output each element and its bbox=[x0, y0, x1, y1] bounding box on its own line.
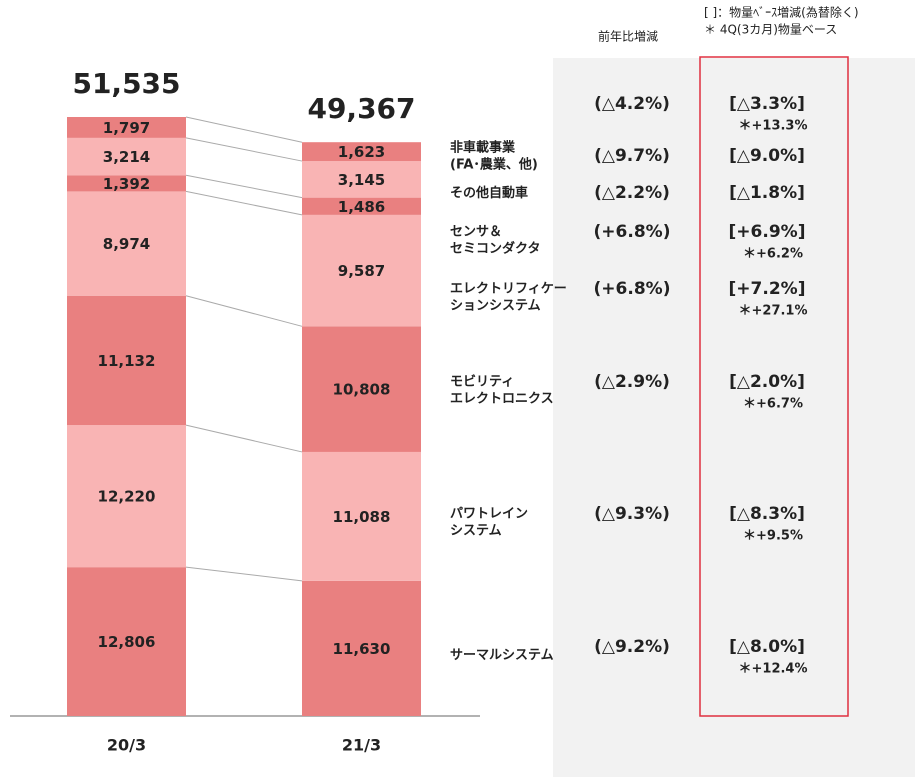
q4-note: ＊+6.2% bbox=[743, 247, 803, 262]
segment-name-line: センサ＆ bbox=[450, 224, 502, 239]
volume-change: [△2.0%] bbox=[729, 372, 805, 392]
connector bbox=[185, 566, 303, 582]
bar-segment bbox=[67, 137, 186, 176]
volume-change: [△8.3%] bbox=[729, 504, 805, 524]
bar-segment bbox=[67, 117, 186, 138]
segment-name: エレクトリフィケーションシステム bbox=[450, 281, 567, 313]
segment-label: 8,974 bbox=[103, 235, 150, 253]
segment-name: モビリティエレクトロニクス bbox=[450, 373, 554, 406]
bar-segment bbox=[67, 175, 186, 192]
segment-label: 12,220 bbox=[98, 488, 156, 506]
x-tick-label: 21/3 bbox=[342, 736, 381, 755]
volume-change: [+6.9%] bbox=[729, 222, 806, 242]
segment-name: その他自動車 bbox=[450, 185, 528, 201]
highlight-box bbox=[699, 56, 849, 717]
segment-name-line: エレクトリフィケー bbox=[450, 281, 567, 296]
bar-segment bbox=[67, 191, 186, 296]
segment-label: 1,392 bbox=[103, 175, 150, 193]
segment-name: 非車載事業(FA･農業、他) bbox=[450, 139, 538, 172]
segment-label: 1,486 bbox=[338, 198, 385, 216]
yoy-change: (△4.2%) bbox=[594, 94, 670, 114]
connector bbox=[185, 174, 303, 199]
segment-label: 11,630 bbox=[333, 640, 391, 658]
bar-segment bbox=[302, 214, 421, 327]
connector bbox=[185, 137, 303, 162]
segment-name-line: パワトレイン bbox=[450, 506, 528, 521]
segment-label: 12,806 bbox=[98, 633, 156, 651]
connector bbox=[185, 424, 303, 453]
header-note: ＊ 4Q(3カ月)物量ベース bbox=[704, 23, 837, 37]
bar-segment bbox=[302, 142, 421, 162]
segment-label: 10,808 bbox=[333, 381, 391, 399]
segment-label: 11,088 bbox=[333, 508, 391, 526]
yoy-change: (△9.2%) bbox=[594, 637, 670, 657]
volume-change: [△9.0%] bbox=[729, 146, 805, 166]
total-label: 51,535 bbox=[72, 67, 180, 100]
segment-label: 9,587 bbox=[338, 262, 385, 280]
segment-name-line: サーマルシステム bbox=[450, 648, 554, 663]
bar-segment bbox=[67, 425, 186, 568]
bar-segment bbox=[302, 197, 421, 215]
segment-name-line: セミコンダクタ bbox=[450, 240, 540, 256]
volume-change: [△1.8%] bbox=[729, 183, 805, 203]
segment-name-line: モビリティ bbox=[450, 373, 514, 389]
q4-note: ＊+9.5% bbox=[743, 529, 803, 544]
yoy-change: (△2.9%) bbox=[594, 372, 670, 392]
yoy-change: (△9.3%) bbox=[594, 504, 670, 524]
q4-note: ＊+6.7% bbox=[743, 397, 803, 412]
header-yoy: 前年比増減 bbox=[598, 29, 658, 44]
connector bbox=[185, 295, 303, 327]
q4-note: ＊+27.1% bbox=[739, 304, 808, 319]
segment-name-line: エレクトロニクス bbox=[450, 391, 554, 406]
segment-name-line: システム bbox=[450, 523, 502, 538]
connector bbox=[185, 116, 303, 143]
bar-segment bbox=[67, 567, 186, 716]
volume-change: [+7.2%] bbox=[729, 279, 806, 299]
segment-label: 11,132 bbox=[98, 352, 156, 370]
segment-name: センサ＆セミコンダクタ bbox=[450, 224, 540, 256]
q4-note: ＊+13.3% bbox=[739, 119, 808, 134]
segment-label: 1,623 bbox=[338, 143, 385, 161]
segment-name: パワトレインシステム bbox=[450, 506, 528, 538]
segment-label: 1,797 bbox=[103, 119, 150, 137]
panel bbox=[553, 58, 915, 777]
volume-change: [△8.0%] bbox=[729, 637, 805, 657]
connector bbox=[185, 190, 303, 216]
bar-segment bbox=[67, 295, 186, 426]
segment-name-line: ションシステム bbox=[450, 298, 541, 313]
q4-note: ＊+12.4% bbox=[739, 662, 808, 677]
bar-segment bbox=[302, 451, 421, 581]
yoy-change: (△2.2%) bbox=[594, 183, 670, 203]
segment-name-line: その他自動車 bbox=[450, 185, 528, 201]
segment-label: 3,145 bbox=[338, 171, 385, 189]
header-volume: [ ]：物量ﾍﾞｰｽ増減(為替除く) bbox=[704, 5, 859, 20]
bar-segment bbox=[302, 326, 421, 452]
x-tick-label: 20/3 bbox=[107, 736, 146, 755]
bar-segment bbox=[302, 161, 421, 198]
yoy-change: (+6.8%) bbox=[594, 222, 671, 242]
yoy-change: (△9.7%) bbox=[594, 146, 670, 166]
bar-segment bbox=[302, 580, 421, 716]
segment-label: 3,214 bbox=[103, 148, 150, 166]
volume-change: [△3.3%] bbox=[729, 94, 805, 114]
yoy-change: (+6.8%) bbox=[594, 279, 671, 299]
segment-name-line: (FA･農業、他) bbox=[450, 156, 538, 172]
segment-name: サーマルシステム bbox=[450, 648, 554, 663]
segment-name-line: 非車載事業 bbox=[450, 139, 516, 155]
total-label: 49,367 bbox=[307, 92, 415, 125]
